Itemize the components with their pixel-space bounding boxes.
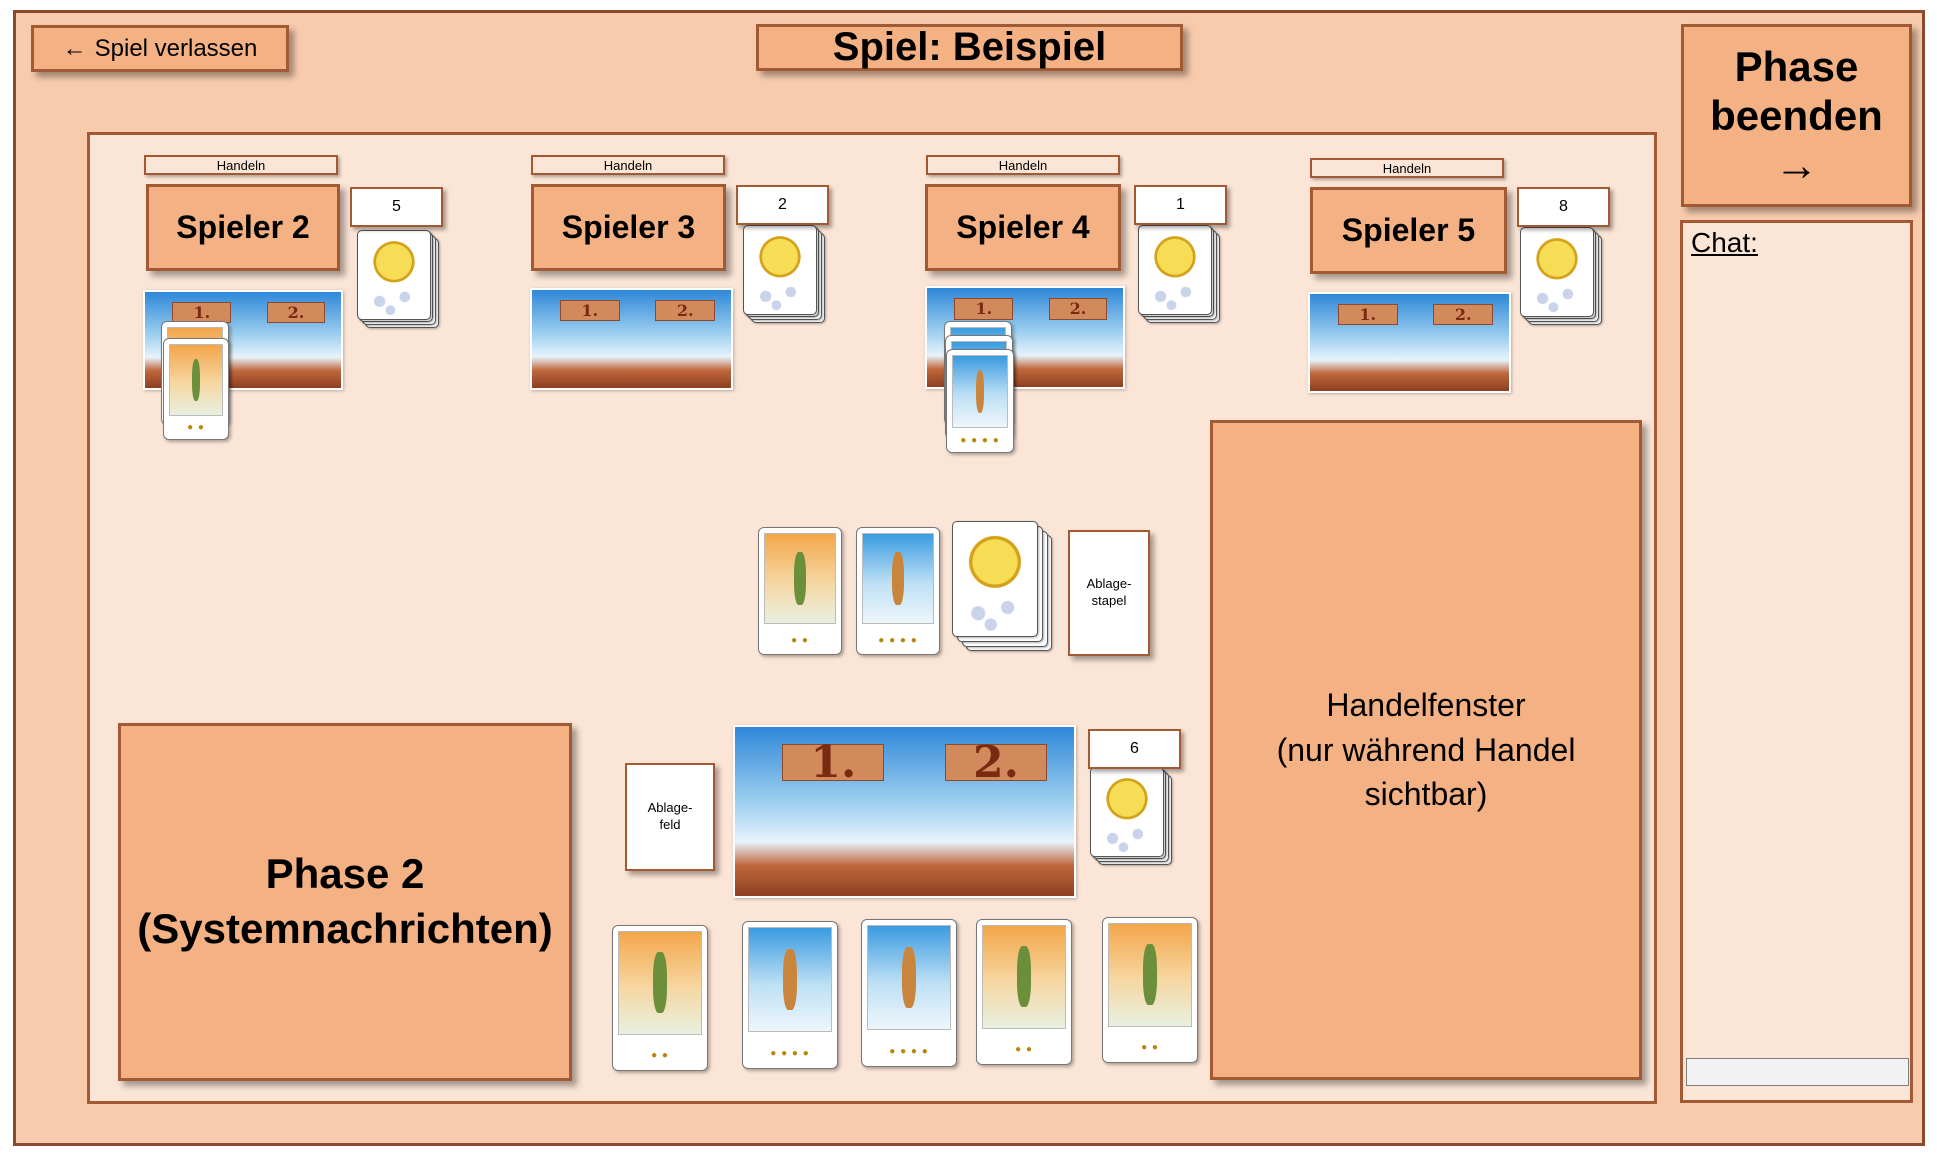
hand-card[interactable]: ● ● ● ● (861, 919, 957, 1067)
field-label-1: 1. (559, 299, 620, 322)
field-label-2: 2. (266, 301, 326, 323)
field-label-1: 1. (1337, 303, 1398, 326)
end-phase-label-line2: beenden (1710, 91, 1883, 139)
bean-card[interactable]: ● ● ● ● (946, 349, 1014, 453)
face-up-card[interactable]: ● ● ● ● (856, 527, 940, 655)
end-phase-button[interactable]: Phase beenden → (1681, 24, 1912, 207)
hand-card[interactable]: ● ● (1102, 917, 1198, 1063)
own-discard-field-line2: feld (659, 817, 681, 832)
bean-field-player-3[interactable]: 1. 2. (530, 288, 733, 390)
system-messages-panel: Phase 2 (Systemnachrichten) (118, 723, 572, 1081)
hand-card[interactable]: ● ● ● ● (742, 921, 838, 1069)
field-label-2: 2. (1048, 297, 1108, 320)
trade-window-line3: sichtbar) (1364, 776, 1488, 813)
field-label-1: 1. (172, 301, 232, 323)
coin-count-player-2: 5 (350, 187, 443, 227)
field-label-1: 1. (954, 297, 1014, 320)
end-phase-label-line1: Phase (1734, 43, 1859, 91)
trade-window: Handelfenster (nur während Handel sichtb… (1210, 420, 1642, 1080)
bean-card[interactable]: ● ● (163, 338, 229, 440)
field-label-2: 2. (655, 299, 716, 322)
arrow-left-icon: ← (62, 34, 87, 62)
coin-stack-player-5 (1520, 227, 1604, 327)
leave-game-label: Spiel verlassen (94, 34, 258, 62)
arrow-right-icon: → (1774, 140, 1819, 190)
coin-icon (1090, 767, 1164, 857)
trade-button-player-3[interactable]: Handeln (531, 155, 725, 175)
coin-icon (1520, 227, 1594, 317)
system-messages-line1: Phase 2 (265, 850, 425, 898)
trade-button-player-2[interactable]: Handeln (144, 155, 338, 175)
hand-card[interactable]: ● ● (976, 919, 1072, 1065)
player-name-player-4: Spieler 4 (925, 184, 1121, 271)
system-messages-line2: (Systemnachrichten) (137, 905, 553, 952)
field-label-1: 1. (782, 737, 885, 788)
coin-stack-player-3 (743, 225, 827, 325)
hand-card[interactable]: ● ● (612, 925, 708, 1071)
chat-panel: Chat: (1680, 220, 1913, 1103)
coin-icon (743, 225, 817, 315)
chat-input[interactable] (1686, 1058, 1909, 1086)
own-coin-count: 6 (1088, 729, 1181, 769)
field-label-2: 2. (1433, 303, 1494, 326)
game-title: Spiel: Beispiel (756, 24, 1183, 71)
own-discard-field-line1: Ablage- (647, 800, 693, 816)
discard-pile-label-line1: Ablage- (1086, 576, 1132, 592)
coin-icon (1138, 225, 1212, 315)
trade-window-line2: (nur während Handel (1276, 731, 1576, 768)
own-coin-stack (1090, 767, 1174, 867)
player-name-player-3: Spieler 3 (531, 184, 726, 271)
leave-game-button[interactable]: ← Spiel verlassen (31, 25, 289, 72)
bean-field-player-5[interactable]: 1. 2. (1308, 292, 1511, 393)
own-discard-field[interactable]: Ablage- feld (625, 763, 715, 871)
coin-icon (357, 230, 431, 320)
coin-icon (952, 521, 1038, 637)
draw-pile[interactable] (952, 521, 1052, 651)
coin-count-player-3: 2 (736, 185, 829, 225)
field-label-2: 2. (945, 737, 1047, 788)
face-up-card[interactable]: ● ● (758, 527, 842, 655)
trade-button-player-5[interactable]: Handeln (1310, 158, 1504, 178)
discard-pile-label-line2: stapel (1091, 593, 1127, 608)
coin-stack-player-4 (1138, 225, 1222, 325)
chat-label: Chat: (1691, 227, 1758, 258)
trade-window-line1: Handelfenster (1326, 686, 1526, 723)
coin-count-player-5: 8 (1517, 187, 1610, 227)
discard-pile[interactable]: Ablage- stapel (1068, 530, 1150, 656)
player-name-player-2: Spieler 2 (146, 184, 340, 271)
coin-stack-player-2 (357, 230, 441, 330)
own-bean-field[interactable]: 1. 2. (733, 725, 1076, 898)
trade-button-player-4[interactable]: Handeln (926, 155, 1120, 175)
player-name-player-5: Spieler 5 (1310, 187, 1507, 274)
coin-count-player-4: 1 (1134, 185, 1227, 225)
